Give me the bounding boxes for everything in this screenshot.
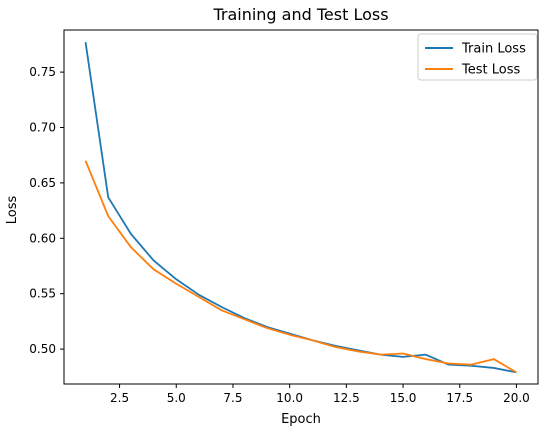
y-tick-label: 0.60: [29, 231, 56, 245]
y-axis-ticks: 0.50 0.55 0.60 0.65 0.70 0.75: [29, 65, 64, 356]
y-tick-label: 0.65: [29, 176, 56, 190]
y-tick-label: 0.70: [29, 121, 56, 135]
train-loss-line: [84, 42, 517, 374]
x-tick-label: 5.0: [167, 391, 186, 405]
x-axis-label: Epoch: [281, 412, 321, 427]
chart-title: Training and Test Loss: [212, 5, 388, 24]
y-tick-label: 0.75: [29, 65, 56, 79]
train-loss-legend-label: Train Loss: [461, 42, 526, 57]
test-loss-legend-label: Test Loss: [461, 63, 520, 78]
plot-area: 2.5 5.0 7.5 10.0 12.5 15.0 17.5 20.0 0.500.550.…: [29, 29, 539, 405]
x-tick-label: 7.5: [223, 391, 242, 405]
y-tick-label: 0.55: [29, 287, 56, 301]
test-loss-line: [84, 160, 517, 374]
y-tick-label: 0.50: [29, 342, 56, 356]
series-lines: [84, 42, 517, 374]
x-tick-label: 2.5: [110, 391, 129, 405]
x-tick-label: 20.0: [503, 391, 530, 405]
x-tick-label: 17.5: [446, 391, 473, 405]
x-tick-label: 12.5: [333, 391, 360, 405]
axes-frame: [63, 29, 539, 385]
legend: Train Loss Test Loss: [417, 33, 538, 81]
y-axis-label: Loss: [5, 196, 20, 225]
x-tick-label: 10.0: [276, 391, 303, 405]
x-axis-ticks: 2.5 5.0 7.5 10.0 12.5 15.0 17.5 20.0: [110, 384, 530, 405]
x-tick-label: 15.0: [390, 391, 417, 405]
